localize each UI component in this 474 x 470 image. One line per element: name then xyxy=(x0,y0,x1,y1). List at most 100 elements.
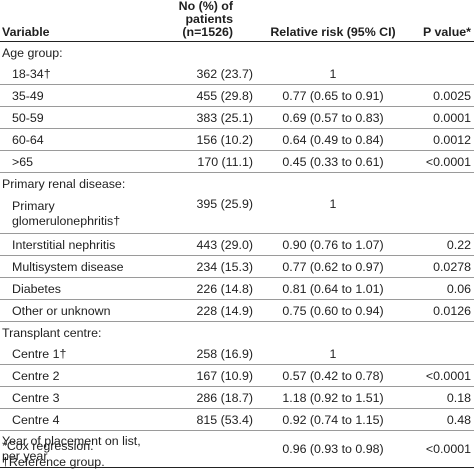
cell-variable: Year of placement on list, per year xyxy=(0,430,145,468)
cell-relative-risk: 0.57 (0.42 to 0.78) xyxy=(267,364,399,387)
cell-p-value: 0.18 xyxy=(399,386,474,409)
cell-relative-risk xyxy=(267,322,399,344)
cell-variable: Centre 2 xyxy=(0,364,145,387)
cell-patients: 234 (15.3) xyxy=(145,255,267,278)
table-row: Primary glomerulonephritis† 395 (25.9) 1 xyxy=(0,194,474,234)
cell-variable: Centre 4 xyxy=(0,408,145,431)
cell-p-value: <0.0001 xyxy=(399,364,474,387)
cell-relative-risk: 0.45 (0.33 to 0.61) xyxy=(267,150,399,173)
table-footnotes: *Cox regression. †Reference group. xyxy=(2,438,105,470)
cell-variable: 60-64 xyxy=(0,128,145,151)
cell-relative-risk: 0.69 (0.57 to 0.83) xyxy=(267,106,399,129)
cell-patients: 226 (14.8) xyxy=(145,277,267,300)
cell-variable: Multisystem disease xyxy=(0,255,145,278)
table-row: 50-59 383 (25.1) 0.69 (0.57 to 0.83) 0.0001 xyxy=(0,106,474,129)
cell-p-value: 0.0126 xyxy=(399,299,474,322)
cell-p-value: 0.0012 xyxy=(399,128,474,151)
cell-relative-risk: 0.77 (0.65 to 0.91) xyxy=(267,84,399,107)
cell-variable: Diabetes xyxy=(0,277,145,300)
cell-patients: 395 (25.9) xyxy=(145,194,267,234)
cell-p-value xyxy=(399,194,474,234)
cell-relative-risk: 1 xyxy=(267,343,399,365)
cell-p-value xyxy=(399,343,474,365)
cell-relative-risk: 0.96 (0.93 to 0.98) xyxy=(267,430,399,468)
group-row: Age group: xyxy=(0,42,474,64)
table-row: Centre 4 815 (53.4) 0.92 (0.74 to 1.15) 0.4… xyxy=(0,408,474,431)
cell-patients: 383 (25.1) xyxy=(145,106,267,129)
footnote-reference: †Reference group. xyxy=(2,455,105,469)
cell-patients xyxy=(145,173,267,195)
table-row: Interstitial nephritis 443 (29.0) 0.90 (0.… xyxy=(0,233,474,256)
cell-relative-risk xyxy=(267,42,399,64)
cell-p-value xyxy=(399,173,474,195)
cell-patients: 443 (29.0) xyxy=(145,233,267,256)
cell-variable: Centre 3 xyxy=(0,386,145,409)
table-row: Diabetes 226 (14.8) 0.81 (0.64 to 1.01) 0.0… xyxy=(0,277,474,300)
cell-relative-risk: 0.64 (0.49 to 0.84) xyxy=(267,128,399,151)
cell-relative-risk: 0.92 (0.74 to 1.15) xyxy=(267,408,399,431)
table-body: Age group: 18-34† 362 (23.7) 1 35-49 455 (29.… xyxy=(0,42,474,468)
cell-variable: Centre 1† xyxy=(0,343,145,365)
cell-variable: Age group: xyxy=(2,45,63,60)
cell-patients: 156 (10.2) xyxy=(145,128,267,151)
table-row: Centre 2 167 (10.9) 0.57 (0.42 to 0.78) <0.… xyxy=(0,364,474,387)
group-row: Primary renal disease: xyxy=(0,173,474,195)
cell-variable: Other or unknown xyxy=(0,299,145,322)
cell-variable: Primary renal disease: xyxy=(2,176,126,191)
cell-patients: 258 (16.9) xyxy=(145,343,267,365)
table-row: 18-34† 362 (23.7) 1 xyxy=(0,63,474,85)
cell-p-value: 0.0001 xyxy=(399,106,474,129)
footnote-cox: *Cox regression. xyxy=(2,439,94,453)
table-row: Centre 1† 258 (16.9) 1 xyxy=(0,343,474,365)
cell-patients: 362 (23.7) xyxy=(145,63,267,85)
table-row: Year of placement on list, per year 0.96 … xyxy=(0,430,474,468)
cell-p-value: <0.0001 xyxy=(399,150,474,173)
cell-patients xyxy=(145,322,267,344)
cell-p-value: <0.0001 xyxy=(399,430,474,468)
table-row: 35-49 455 (29.8) 0.77 (0.65 to 0.91) 0.0025 xyxy=(0,84,474,107)
table-row: Multisystem disease 234 (15.3) 0.77 (0.62 … xyxy=(0,255,474,278)
table-row: Other or unknown 228 (14.9) 0.75 (0.60 to … xyxy=(0,299,474,322)
cell-p-value: 0.22 xyxy=(399,233,474,256)
cell-variable: 18-34† xyxy=(0,63,145,85)
table-row: >65 170 (11.1) 0.45 (0.33 to 0.61) <0.0001 xyxy=(0,150,474,173)
cell-variable: Transplant centre: xyxy=(2,325,102,340)
cell-p-value: 0.0025 xyxy=(399,84,474,107)
cell-patients: 170 (11.1) xyxy=(145,150,267,173)
cell-variable: 35-49 xyxy=(0,84,145,107)
cell-relative-risk: 1 xyxy=(267,63,399,85)
header-variable: Variable xyxy=(0,0,145,42)
cell-patients: 815 (53.4) xyxy=(145,408,267,431)
cell-relative-risk: 0.81 (0.64 to 1.01) xyxy=(267,277,399,300)
cell-patients: 455 (29.8) xyxy=(145,84,267,107)
cell-variable: >65 xyxy=(0,150,145,173)
cell-variable: Primary glomerulonephritis† xyxy=(0,194,145,234)
cell-relative-risk: 0.77 (0.62 to 0.97) xyxy=(267,255,399,278)
cell-relative-risk: 0.90 (0.76 to 1.07) xyxy=(267,233,399,256)
cell-p-value: 0.0278 xyxy=(399,255,474,278)
cell-relative-risk: 0.75 (0.60 to 0.94) xyxy=(267,299,399,322)
header-patients: No (%) of patients (n=1526) xyxy=(145,0,267,42)
cell-patients xyxy=(145,430,267,468)
cell-variable: 50-59 xyxy=(0,106,145,129)
cell-relative-risk: 1.18 (0.92 to 1.51) xyxy=(267,386,399,409)
cell-patients xyxy=(145,42,267,64)
cell-patients: 167 (10.9) xyxy=(145,364,267,387)
cell-patients: 228 (14.9) xyxy=(145,299,267,322)
cell-p-value xyxy=(399,42,474,64)
group-row: Transplant centre: xyxy=(0,322,474,344)
table-row: Centre 3 286 (18.7) 1.18 (0.92 to 1.51) 0.1… xyxy=(0,386,474,409)
cell-variable: Interstitial nephritis xyxy=(0,233,145,256)
table-row: 60-64 156 (10.2) 0.64 (0.49 to 0.84) 0.0012 xyxy=(0,128,474,151)
header-relative-risk: Relative risk (95% CI) xyxy=(267,0,399,42)
cell-p-value: 0.06 xyxy=(399,277,474,300)
cell-p-value xyxy=(399,322,474,344)
header-row: Variable No (%) of patients (n=1526) Rel… xyxy=(0,0,474,42)
cell-relative-risk xyxy=(267,173,399,195)
header-p-value: P value* xyxy=(399,0,474,42)
cell-patients: 286 (18.7) xyxy=(145,386,267,409)
cell-p-value xyxy=(399,63,474,85)
cell-p-value: 0.48 xyxy=(399,408,474,431)
cell-relative-risk: 1 xyxy=(267,194,399,234)
